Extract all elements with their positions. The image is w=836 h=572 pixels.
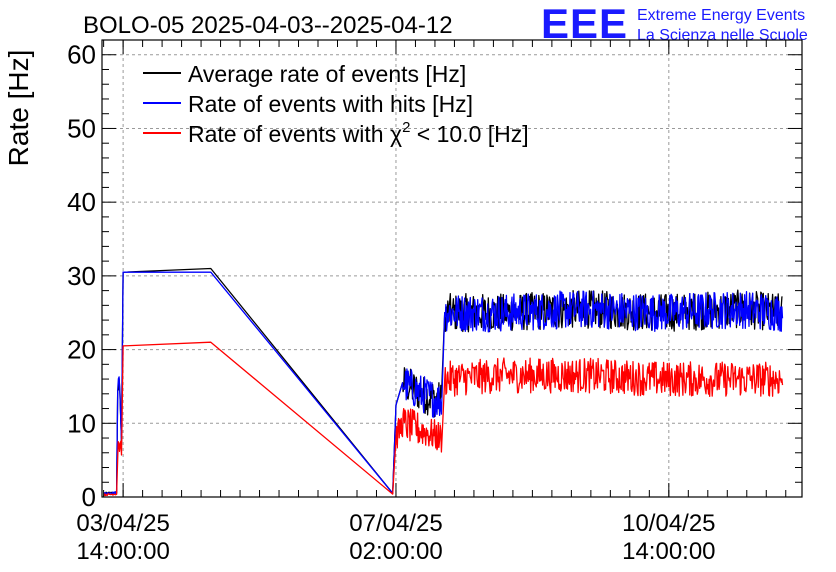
eee-logo-mark: EEE xyxy=(541,0,628,47)
y-tick-label: 10 xyxy=(67,408,96,438)
series-layer xyxy=(103,267,784,497)
x-tick-label-time: 14:00:00 xyxy=(622,538,715,565)
y-tick-label: 50 xyxy=(67,113,96,143)
x-tick-label-date: 03/04/25 xyxy=(76,510,169,537)
y-axis-label: Rate [Hz] xyxy=(3,50,34,167)
x-tick-label-time: 02:00:00 xyxy=(349,538,442,565)
eee-logo-line1: Extreme Energy Events xyxy=(637,7,805,24)
eee-logo-line2: La Scienza nelle Scuole xyxy=(637,27,808,44)
plot-frame xyxy=(101,39,803,498)
y-tick-label: 60 xyxy=(67,40,96,70)
legend-label-3: Rate of events with χ2 < 10.0 [Hz] xyxy=(188,119,529,147)
y-tick-label: 40 xyxy=(67,187,96,217)
legend: Average rate of events [Hz] Rate of event… xyxy=(143,61,529,147)
series-line-3 xyxy=(103,341,784,497)
x-tick-label-time: 14:00:00 xyxy=(76,538,169,565)
legend-label-2: Rate of events with hits [Hz] xyxy=(188,91,473,117)
axes: 010203040506003/04/2514:00:0007/04/2502:… xyxy=(67,39,803,565)
legend-label-1: Average rate of events [Hz] xyxy=(188,61,466,87)
x-tick-label-date: 10/04/25 xyxy=(622,510,715,537)
y-tick-label: 0 xyxy=(82,482,96,512)
series-line-2 xyxy=(103,271,784,495)
x-tick-label-date: 07/04/25 xyxy=(349,510,442,537)
chart-title: BOLO-05 2025-04-03--2025-04-12 xyxy=(83,12,453,39)
y-tick-label: 30 xyxy=(67,261,96,291)
y-tick-label: 20 xyxy=(67,335,96,365)
